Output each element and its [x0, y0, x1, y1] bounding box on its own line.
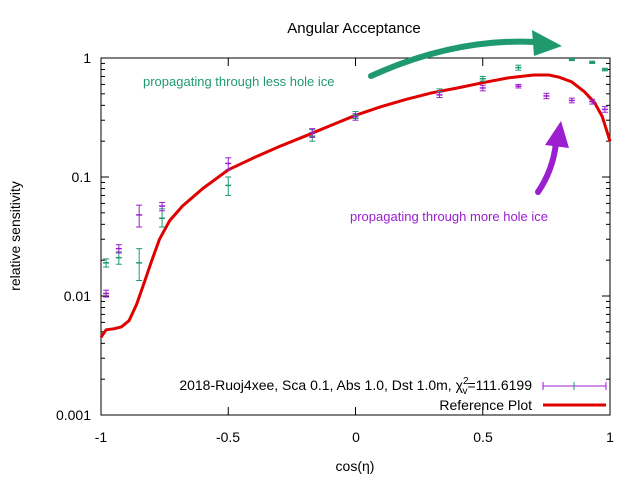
- x-tick-label: 0: [352, 429, 360, 445]
- purple-data-point: [309, 128, 316, 138]
- purple-data-point: [515, 83, 522, 89]
- purple-series-layer: [103, 83, 608, 298]
- legend-series-label: 2018-Ruoj4xee, Sca 0.1, Abs 1.0, Dst 1.0…: [179, 376, 532, 397]
- y-tick-label: 1: [83, 50, 91, 66]
- purple-data-point: [136, 204, 143, 228]
- green-data-point: [159, 208, 166, 228]
- purple-data-point: [159, 202, 166, 212]
- x-tick-label: -1: [95, 429, 108, 445]
- x-axis-label: cos(η): [336, 458, 375, 474]
- y-tick-label: 0.01: [64, 288, 91, 304]
- y-tick-label: 0.1: [72, 169, 92, 185]
- green-data-point: [589, 60, 596, 64]
- green-data-point: [601, 67, 608, 72]
- purple-data-point: [103, 289, 110, 298]
- green-data-point: [515, 64, 522, 71]
- purple-arrow: [535, 121, 569, 195]
- annotation-less-hole-ice: propagating through less hole ice: [143, 74, 335, 89]
- legend-series-sample: [542, 382, 607, 390]
- reference-curve-layer: [99, 73, 612, 339]
- green-data-point: [225, 176, 232, 196]
- green-data-point: [115, 251, 122, 265]
- green-series-layer: [103, 58, 608, 281]
- purple-data-point: [479, 84, 486, 92]
- x-tick-label: -0.5: [216, 429, 240, 445]
- green-data-point: [103, 258, 110, 268]
- axis-ticks: [100, 57, 611, 416]
- purple-data-point: [436, 91, 443, 99]
- y-axis-label: relative sensitivity: [7, 181, 23, 291]
- green-data-point: [479, 75, 486, 82]
- chart-title: Angular Acceptance: [287, 20, 420, 37]
- x-tick-label: 0.5: [473, 429, 493, 445]
- green-data-point: [136, 248, 143, 281]
- purple-data-point: [589, 98, 596, 105]
- purple-data-point: [543, 92, 550, 100]
- green-data-point: [568, 58, 575, 62]
- legend-reference-label: Reference Plot: [439, 397, 532, 413]
- annotation-more-hole-ice: propagating through more hole ice: [350, 209, 548, 224]
- reference-curve: [99, 73, 612, 339]
- legend: 2018-Ruoj4xee, Sca 0.1, Abs 1.0, Dst 1.0…: [179, 376, 607, 413]
- x-tick-label: 1: [606, 429, 614, 445]
- purple-data-point: [568, 97, 575, 104]
- green-arrow: [368, 30, 562, 79]
- y-tick-label: 0.001: [56, 407, 91, 423]
- purple-data-point: [601, 106, 608, 113]
- purple-data-point: [352, 113, 359, 121]
- purple-data-point: [225, 157, 232, 171]
- purple-data-point: [115, 244, 122, 254]
